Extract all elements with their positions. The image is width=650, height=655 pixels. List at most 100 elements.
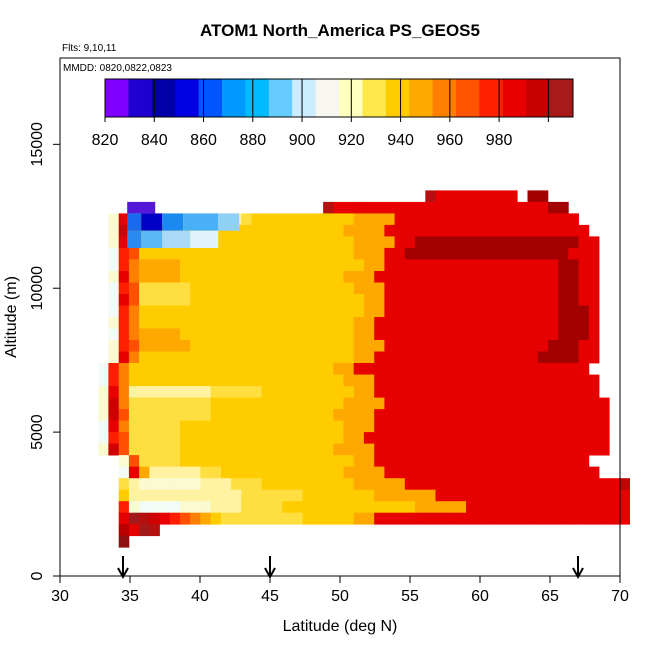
heatmap-cell [507, 201, 518, 214]
heatmap-cell [496, 466, 508, 479]
colorbar-swatch [409, 79, 434, 117]
heatmap-cell [588, 374, 600, 387]
heatmap-cell [139, 478, 150, 491]
heatmap-cell [231, 386, 242, 398]
heatmap-cell [98, 432, 109, 444]
heatmap-cell [599, 397, 610, 410]
heatmap-cell [312, 432, 324, 444]
heatmap-cell [353, 420, 365, 433]
heatmap-cell [200, 386, 211, 398]
heatmap-cell [435, 317, 447, 329]
heatmap-cell [476, 317, 487, 329]
heatmap-cell [363, 224, 375, 237]
heatmap-cell [445, 294, 457, 306]
heatmap-cell [507, 455, 518, 467]
heatmap-cell [190, 386, 201, 398]
heatmap-cell [415, 420, 426, 433]
heatmap-cell [292, 282, 303, 295]
heatmap-cell [343, 466, 355, 479]
heatmap-cell [507, 397, 518, 410]
heatmap-cell [343, 351, 355, 364]
heatmap-cell [568, 363, 579, 375]
heatmap-cell [384, 236, 395, 249]
heatmap-cell [312, 443, 324, 456]
heatmap-cell [159, 432, 171, 444]
heatmap-cell [415, 340, 426, 352]
heatmap-cell [272, 328, 283, 341]
heatmap-cell [568, 224, 579, 237]
heatmap-cell [118, 478, 130, 491]
heatmap-cell [200, 432, 211, 444]
heatmap-cell [261, 224, 273, 237]
heatmap-cell [588, 397, 600, 410]
heatmap-cell [455, 213, 467, 226]
heatmap-cell [466, 201, 477, 214]
heatmap-cell [159, 478, 171, 491]
heatmap-cell [353, 213, 365, 226]
heatmap-cell [384, 501, 395, 514]
heatmap-cell [200, 409, 211, 421]
heatmap-cell [282, 363, 293, 375]
heatmap-cell [200, 374, 211, 387]
heatmap-cell [220, 501, 232, 514]
heatmap-cell [455, 236, 467, 249]
heatmap-cell [466, 409, 477, 421]
heatmap-cell [507, 501, 518, 514]
subtitle-dates: MMDD: 0820,0822,0823 [63, 63, 172, 74]
heatmap-cell [568, 305, 579, 318]
heatmap-cell [394, 478, 406, 491]
heatmap-cell [527, 271, 539, 283]
heatmap-cell [404, 305, 416, 318]
heatmap-cell [374, 443, 385, 456]
heatmap-cell [118, 386, 130, 398]
heatmap-cell [435, 351, 447, 364]
heatmap-cell [220, 397, 232, 410]
heatmap-cell [118, 340, 130, 352]
heatmap-cell [537, 386, 549, 398]
heatmap-cell [343, 224, 355, 237]
heatmap-cell [343, 501, 355, 514]
heatmap-cell [415, 224, 426, 237]
colorbar-tick-label: 880 [239, 132, 266, 149]
heatmap-cell [210, 351, 222, 364]
heatmap-cell [149, 397, 160, 410]
heatmap-cell [139, 340, 150, 352]
heatmap-cell [261, 351, 273, 364]
heatmap-cell [476, 374, 487, 387]
heatmap-cell [507, 443, 518, 456]
heatmap-cell [609, 478, 620, 491]
heatmap-cell [435, 374, 447, 387]
heatmap-cell [517, 443, 528, 456]
heatmap-cell [159, 282, 171, 295]
heatmap-cell [333, 305, 344, 318]
x-tick-label: 35 [121, 588, 139, 605]
heatmap-cell [302, 317, 314, 329]
heatmap-cell [231, 501, 242, 514]
heatmap-cell [476, 282, 487, 295]
heatmap-cell [149, 478, 160, 491]
heatmap-cell [343, 443, 355, 456]
heatmap-cell [599, 420, 610, 433]
heatmap-cell [210, 259, 222, 272]
heatmap-cell [220, 409, 232, 421]
heatmap-cell [343, 363, 355, 375]
heatmap-cell [486, 397, 498, 410]
heatmap-cell [394, 432, 406, 444]
heatmap-cell [333, 328, 344, 341]
heatmap-cell [292, 224, 303, 237]
heatmap-cell [108, 328, 119, 341]
heatmap-cell [118, 455, 130, 467]
heatmap-cell [435, 397, 447, 410]
heatmap-cell [547, 478, 559, 491]
heatmap-cell [455, 190, 467, 203]
heatmap-cell [353, 305, 365, 318]
heatmap-cell [141, 213, 163, 231]
heatmap-cell [435, 190, 447, 203]
heatmap-cell [578, 363, 590, 375]
heatmap-cell [302, 420, 314, 433]
heatmap-cell [128, 397, 140, 410]
heatmap-cell [527, 478, 539, 491]
heatmap-cell [558, 443, 569, 456]
heatmap-cell [128, 512, 140, 525]
heatmap-cell [231, 294, 242, 306]
